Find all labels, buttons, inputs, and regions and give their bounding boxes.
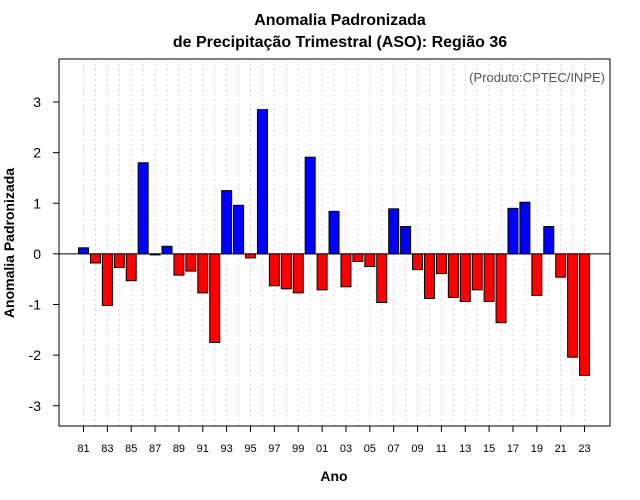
bar-84 [113, 253, 125, 269]
bar-16 [495, 253, 507, 324]
x-tick-label: 97 [268, 443, 280, 455]
x-tick-label: 93 [221, 443, 233, 455]
bar-82 [89, 253, 101, 264]
bar-95 [245, 253, 257, 259]
bar-09 [412, 253, 424, 271]
bar-98 [280, 253, 292, 290]
x-axis: 81 83 85 87 89 91 93 95 97 99 01 03 05 07 09 11 13 15 17 19… [77, 426, 591, 455]
x-tick-label: 91 [197, 443, 209, 455]
bar-96 [256, 109, 268, 255]
x-tick-label: 23 [578, 443, 590, 455]
bar-14 [471, 253, 483, 291]
x-tick-label: 19 [531, 443, 543, 455]
bar-05 [364, 253, 376, 268]
y-tick-label: 0 [33, 246, 41, 262]
bar-01 [316, 253, 328, 291]
x-tick-label: 85 [125, 443, 137, 455]
chart-title: Anomalia Padronizada [254, 12, 426, 29]
bar-18 [519, 201, 531, 255]
x-tick-label: 11 [436, 443, 447, 455]
bar-12 [447, 253, 459, 298]
chart-subtitle: de Precipitação Trimestral (ASO): Região… [173, 34, 507, 51]
x-axis-title: Ano [320, 468, 347, 484]
bar-03 [340, 253, 352, 288]
bar-90 [185, 253, 197, 272]
x-tick-label: 03 [340, 443, 352, 455]
bar-92 [209, 253, 221, 343]
bar-99 [292, 253, 304, 294]
x-tick-label: 83 [101, 443, 113, 455]
y-axis: -3 -2 -1 0 1 2 3 [29, 94, 59, 414]
vertical-grid [83, 59, 586, 426]
x-tick-label: 89 [173, 443, 185, 455]
bar-11 [435, 253, 447, 275]
bar-19 [531, 253, 543, 296]
x-tick-label: 13 [459, 443, 471, 455]
bar-04 [352, 253, 364, 262]
bar-22 [567, 253, 579, 358]
y-tick-label: -3 [29, 398, 42, 414]
bars [78, 109, 591, 376]
bar-06 [376, 253, 388, 303]
bar-10 [423, 253, 435, 299]
bar-87 [149, 253, 161, 256]
x-tick-label: 87 [149, 443, 161, 455]
bar-13 [459, 253, 471, 302]
y-tick-label: -1 [29, 297, 42, 313]
x-tick-label: 07 [388, 443, 400, 455]
x-tick-label: 09 [411, 443, 423, 455]
x-tick-label: 01 [316, 443, 328, 455]
x-tick-label: 99 [292, 443, 304, 455]
x-tick-label: 81 [77, 443, 89, 455]
y-tick-label: -2 [29, 347, 42, 363]
bar-89 [173, 253, 185, 276]
x-tick-label: 21 [555, 443, 567, 455]
bar-94 [233, 204, 245, 255]
bar-15 [483, 253, 495, 302]
x-tick-label: 95 [244, 443, 256, 455]
x-tick-label: 17 [507, 443, 519, 455]
y-tick-label: 2 [33, 145, 41, 161]
bar-81 [78, 247, 89, 255]
bar-23 [579, 253, 591, 376]
y-axis-title: Anomalia Padronizada [1, 168, 17, 318]
x-tick-label: 05 [364, 443, 376, 455]
credit-text: (Produto:CPTEC/INPE) [469, 70, 605, 85]
bar-83 [101, 253, 113, 307]
bar-17 [507, 207, 519, 255]
y-tick-label: 1 [33, 195, 41, 211]
bar-08 [400, 226, 412, 255]
bar-93 [221, 190, 233, 255]
bar-85 [125, 253, 137, 282]
y-tick-label: 3 [33, 94, 41, 110]
bar-02 [328, 210, 340, 255]
bar-07 [388, 208, 400, 255]
bar-20 [543, 226, 555, 255]
bar-88 [161, 245, 173, 255]
plot-frame [58, 58, 611, 427]
bar-91 [197, 253, 209, 294]
bar-97 [268, 253, 280, 287]
bar-86 [137, 162, 149, 255]
bar-00 [304, 156, 316, 255]
bar-21 [555, 253, 567, 278]
x-tick-label: 15 [483, 443, 495, 455]
